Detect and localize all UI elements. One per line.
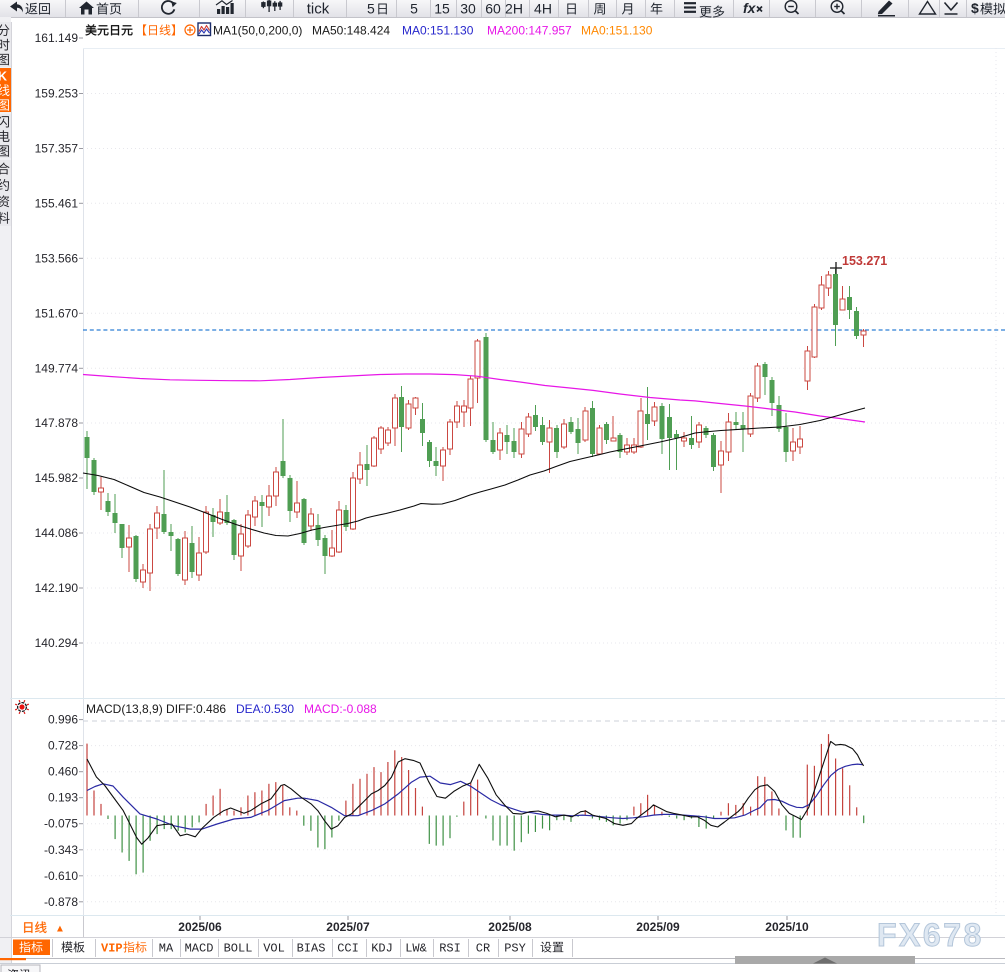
svg-text:KDJ: KDJ — [371, 942, 393, 956]
svg-text:MACD(13,8,9) DIFF:0.486: MACD(13,8,9) DIFF:0.486 — [86, 702, 226, 716]
svg-text:60: 60 — [485, 1, 501, 17]
svg-text:5: 5 — [410, 1, 418, 17]
svg-text:5: 5 — [367, 1, 375, 17]
svg-text:MA1(50,0,200,0): MA1(50,0,200,0) — [213, 24, 302, 38]
svg-text:BIAS: BIAS — [297, 942, 326, 956]
svg-text:142.190: 142.190 — [35, 581, 79, 595]
svg-text:$: $ — [971, 0, 979, 16]
svg-text:159.253: 159.253 — [35, 87, 79, 101]
svg-text:CCI: CCI — [337, 942, 359, 956]
svg-text:145.982: 145.982 — [35, 471, 79, 485]
svg-text:151.670: 151.670 — [35, 306, 79, 320]
svg-text:CR: CR — [476, 942, 490, 956]
svg-text:VOL: VOL — [263, 942, 285, 956]
svg-text:15: 15 — [434, 1, 450, 17]
svg-text:0.996: 0.996 — [48, 713, 78, 727]
svg-text:RSI: RSI — [439, 942, 461, 956]
svg-text:fx: fx — [743, 0, 757, 16]
svg-text:0.193: 0.193 — [48, 791, 78, 805]
svg-text:MA200:147.957: MA200:147.957 — [487, 24, 572, 38]
svg-text:MACD: MACD — [185, 942, 214, 956]
svg-text:0.460: 0.460 — [48, 765, 78, 779]
svg-text:2025/10: 2025/10 — [765, 920, 809, 934]
svg-text:MA0:151.130: MA0:151.130 — [402, 24, 474, 38]
svg-text:▲: ▲ — [55, 924, 65, 935]
svg-text:149.774: 149.774 — [35, 361, 79, 375]
svg-text:140.294: 140.294 — [35, 636, 79, 650]
svg-text:VIP: VIP — [101, 942, 123, 956]
svg-text:2025/09: 2025/09 — [636, 920, 680, 934]
svg-text:DEA:0.530: DEA:0.530 — [236, 702, 294, 716]
svg-text:147.878: 147.878 — [35, 416, 79, 430]
svg-text:tick: tick — [307, 1, 330, 18]
svg-text:MA50:148.424: MA50:148.424 — [312, 24, 390, 38]
svg-text:MA: MA — [159, 942, 174, 956]
svg-text:LW&: LW& — [405, 942, 427, 956]
svg-text:-0.343: -0.343 — [44, 843, 78, 857]
svg-text:2H: 2H — [505, 1, 523, 17]
svg-text:K: K — [0, 70, 7, 84]
svg-text:144.086: 144.086 — [35, 526, 79, 540]
svg-text:2025/08: 2025/08 — [488, 920, 532, 934]
svg-text:FX678: FX678 — [877, 917, 984, 953]
svg-text:PSY: PSY — [504, 942, 526, 956]
svg-text:MACD:-0.088: MACD:-0.088 — [304, 702, 377, 716]
svg-text:-0.075: -0.075 — [44, 817, 78, 831]
svg-text:161.149: 161.149 — [35, 31, 79, 45]
svg-text:BOLL: BOLL — [224, 942, 253, 956]
svg-text:2025/07: 2025/07 — [326, 920, 370, 934]
svg-text:157.357: 157.357 — [35, 142, 79, 156]
svg-text:0.728: 0.728 — [48, 739, 78, 753]
svg-text:153.271: 153.271 — [842, 254, 887, 268]
svg-text:MA0:151.130: MA0:151.130 — [581, 24, 653, 38]
svg-text:153.566: 153.566 — [35, 251, 79, 265]
svg-text:-0.878: -0.878 — [44, 895, 78, 909]
svg-text:4H: 4H — [534, 1, 552, 17]
svg-text:2025/06: 2025/06 — [178, 920, 222, 934]
svg-text:155.461: 155.461 — [35, 196, 79, 210]
svg-text:-0.610: -0.610 — [44, 869, 78, 883]
svg-text:30: 30 — [460, 1, 476, 17]
